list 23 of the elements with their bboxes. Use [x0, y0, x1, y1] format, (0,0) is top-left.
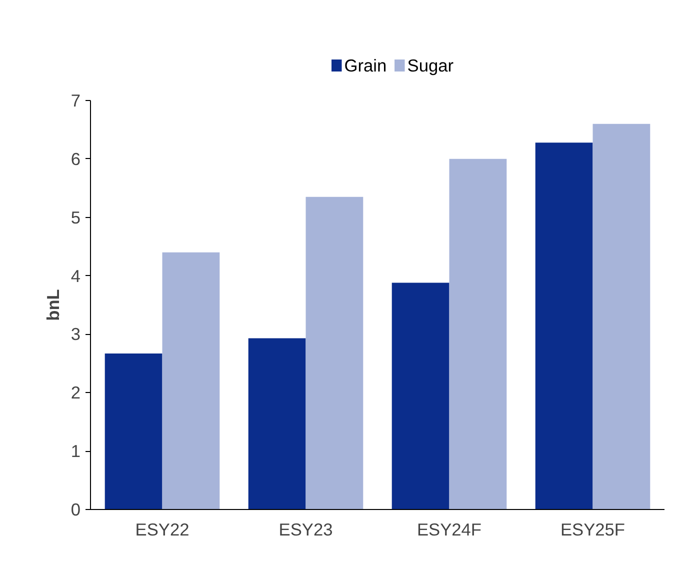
x-tick-label: ESY22 — [135, 520, 190, 540]
y-axis-title: bnL — [42, 288, 63, 321]
bar — [162, 252, 220, 510]
y-tick-label: 0 — [70, 500, 81, 520]
y-tick-label: 5 — [70, 207, 81, 228]
bar — [392, 282, 450, 510]
y-tick-label: 4 — [70, 266, 81, 286]
bar — [592, 124, 650, 510]
y-tick-label: 7 — [70, 90, 81, 110]
y-tick-label: 1 — [70, 441, 81, 462]
legend-label: Sugar — [407, 56, 454, 76]
bar — [449, 158, 507, 510]
x-tick-label: ESY23 — [278, 520, 333, 540]
y-tick-label: 3 — [70, 324, 81, 344]
y-tick-label: 6 — [70, 148, 81, 169]
bar — [535, 142, 593, 510]
legend-label: Grain — [344, 56, 387, 76]
bar — [104, 353, 162, 510]
bar — [248, 338, 306, 510]
x-tick-label: ESY25F — [560, 520, 626, 540]
bar — [306, 196, 364, 510]
y-tick-label: 2 — [70, 382, 81, 403]
x-tick-label: ESY24F — [416, 520, 482, 540]
